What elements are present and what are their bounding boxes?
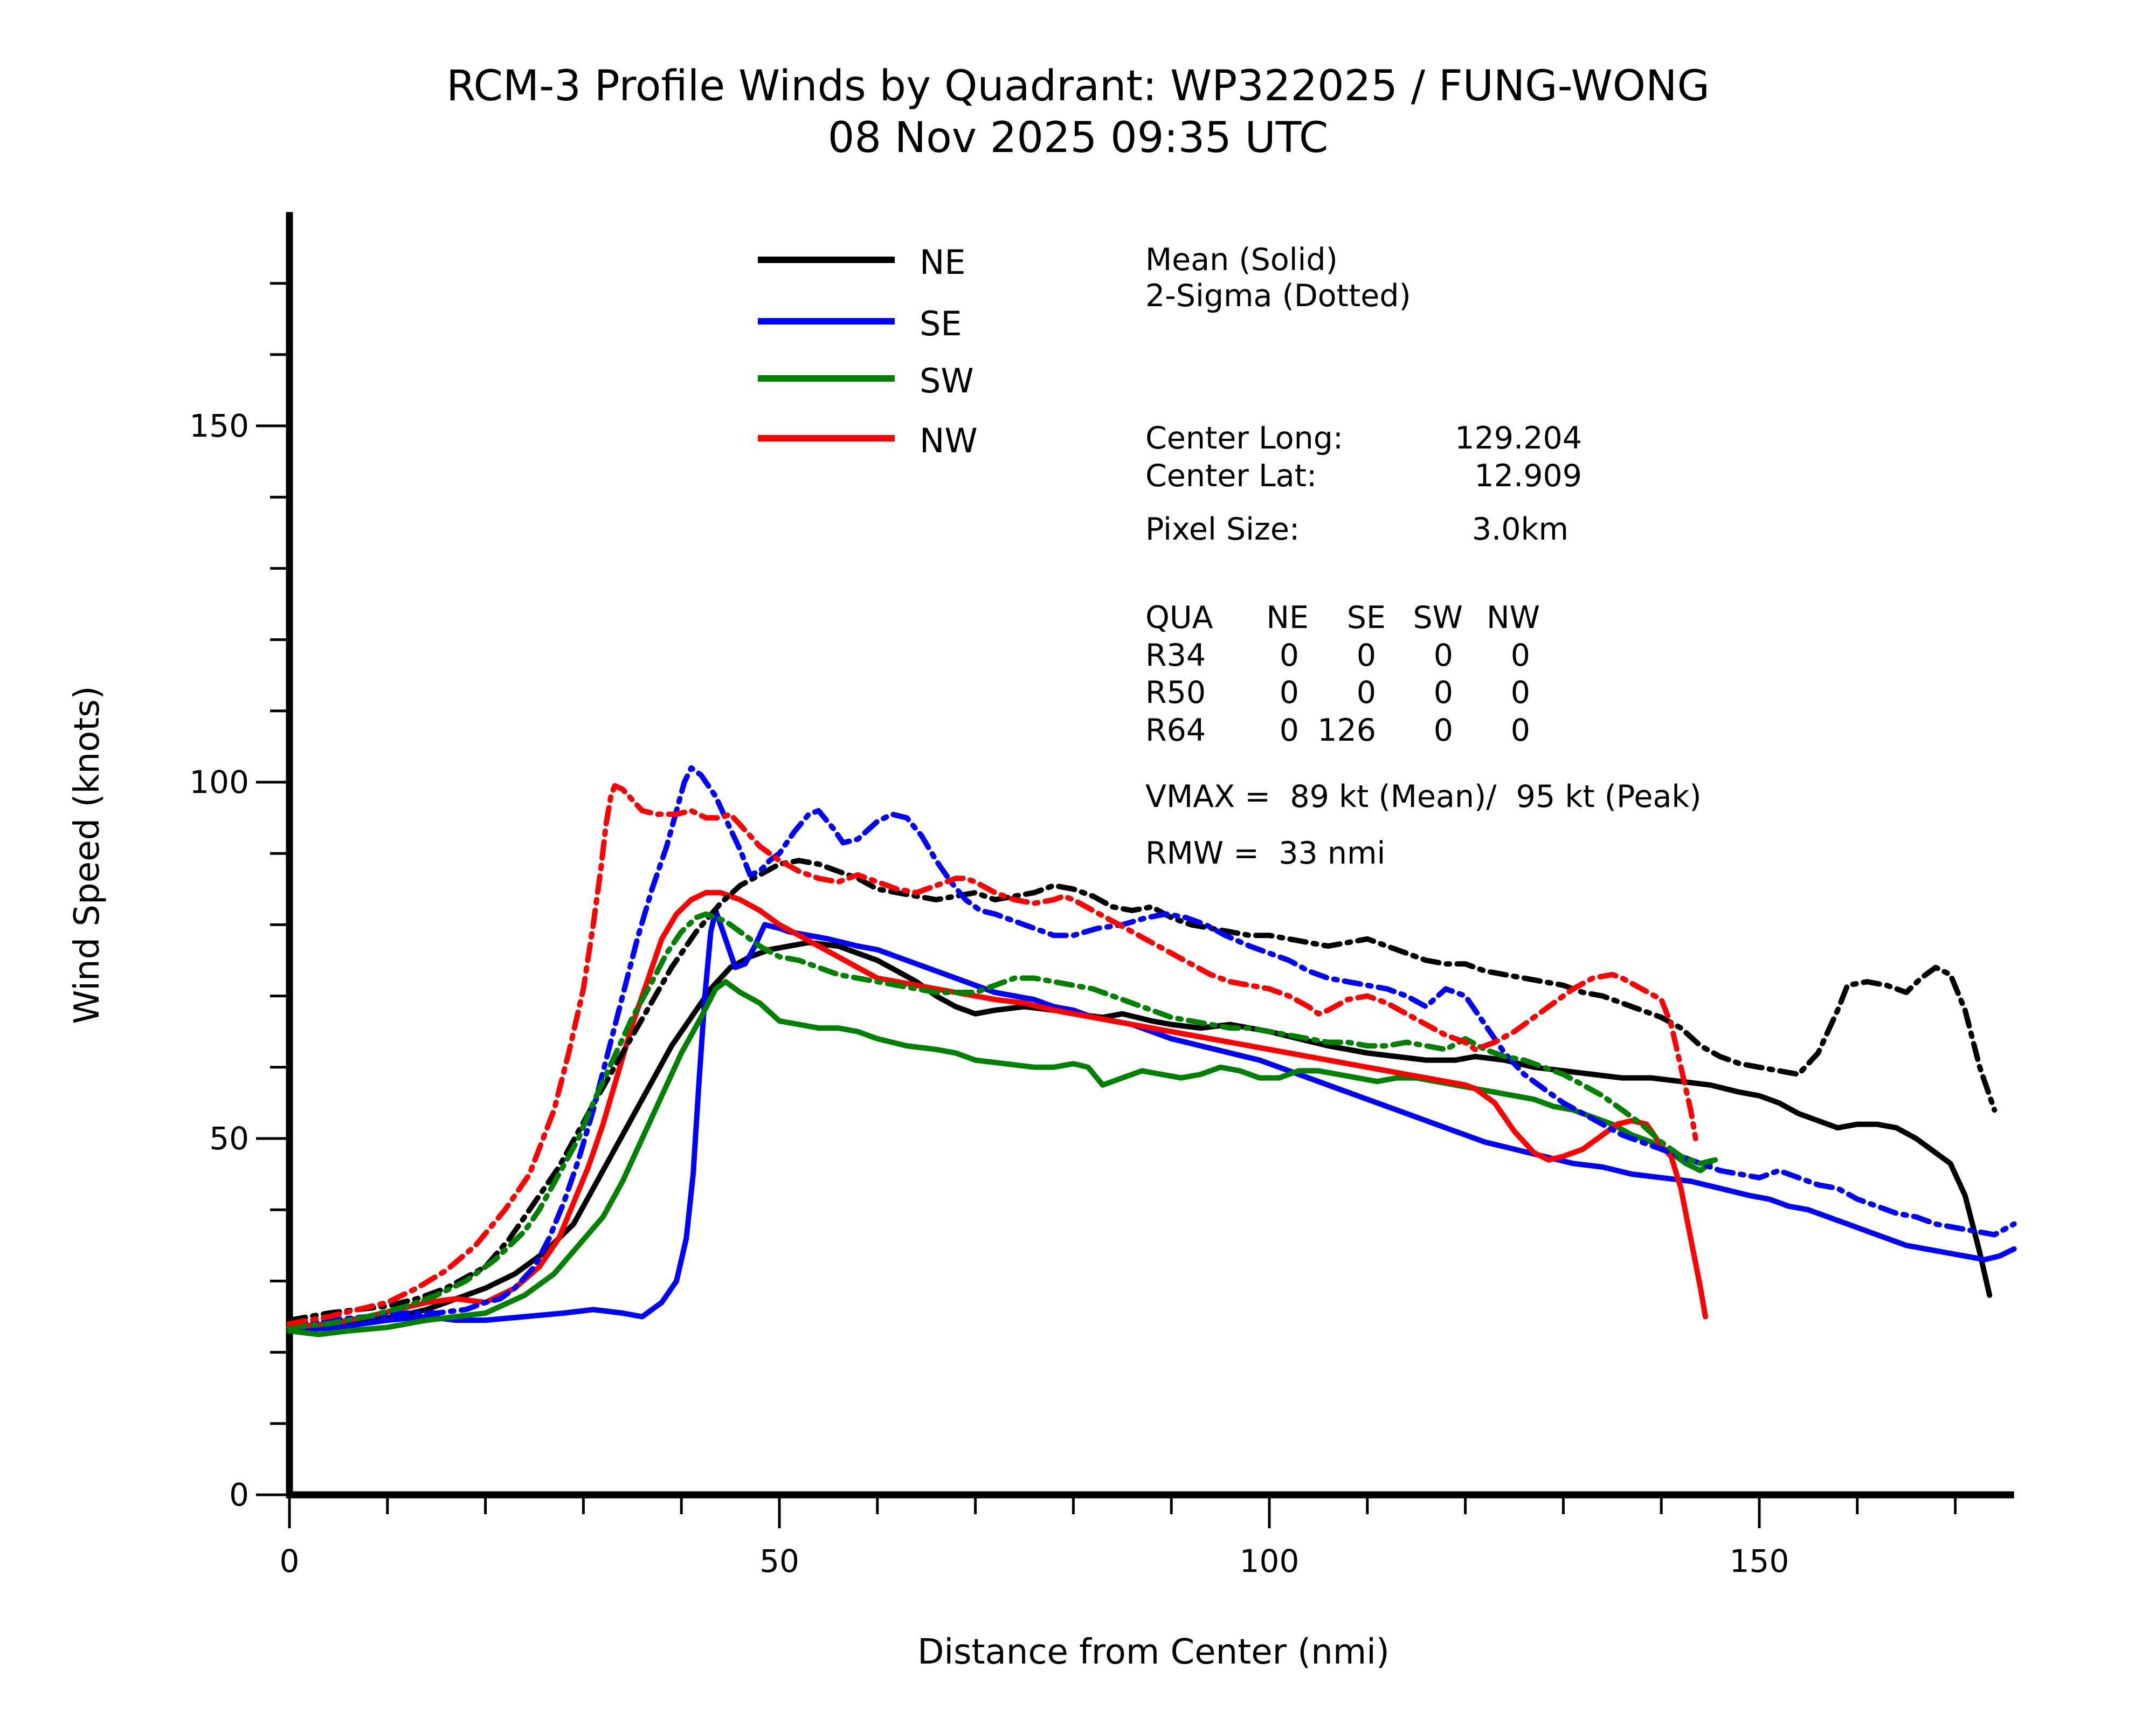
- r64-sw: 0: [1433, 712, 1453, 748]
- r50-se: 0: [1356, 675, 1376, 710]
- series-nw-2sigma-line: [287, 783, 1698, 1327]
- legend-label-ne: NE: [920, 243, 966, 282]
- series-ne-mean-line: [287, 940, 1993, 1330]
- qua-header-se: SE: [1346, 600, 1386, 636]
- center-long-label: Center Long:: [1145, 420, 1344, 456]
- qua-row-r50: R50 0 0 0 0: [1145, 674, 1540, 712]
- qua-header-qua: QUA: [1145, 600, 1213, 636]
- chart-title-line2: 08 Nov 2025 09:35 UTC: [827, 114, 1329, 162]
- vmax-line: VMAX = 89 kt (Mean)/ 95 kt (Peak): [1145, 779, 1702, 815]
- series-se-mean-line: [287, 908, 2017, 1334]
- axes: [256, 212, 2014, 1528]
- center-long-row: Center Long: 129.204: [1145, 419, 1582, 457]
- center-long-value: 129.204: [1455, 420, 1582, 456]
- center-lat-label: Center Lat:: [1145, 458, 1317, 494]
- r34-nw: 0: [1510, 637, 1530, 673]
- center-lat-value: 12.909: [1474, 458, 1582, 494]
- series-sw-mean-line: [287, 979, 1713, 1337]
- r34-ne: 0: [1279, 637, 1299, 673]
- pixel-size-value: 3.0km: [1471, 512, 1568, 547]
- qua-header-ne: NE: [1266, 600, 1309, 636]
- series-sw-2sigma-line: [287, 911, 1718, 1330]
- note-2sigma-dotted: 2-Sigma (Dotted): [1145, 278, 1411, 314]
- qua-row-r34: R34 0 0 0 0: [1145, 637, 1540, 675]
- r64-label: R64: [1145, 712, 1206, 748]
- legend-label-se: SE: [920, 304, 962, 343]
- r64-nw: 0: [1510, 712, 1530, 748]
- x-tick-label-50: 50: [759, 1543, 799, 1579]
- qua-header-sw: SW: [1413, 600, 1463, 636]
- rmw-line: RMW = 33 nmi: [1145, 836, 1386, 871]
- y-axis-label: Wind Speed (knots): [67, 686, 107, 1024]
- quadrant-radii-table: QUA NE SE SW NW R34 0 0 0 0 R50 0 0 0 0 …: [1145, 599, 1540, 749]
- chart-title-line1: RCM-3 Profile Winds by Quadrant: WP32202…: [446, 62, 1710, 111]
- legend-label-sw: SW: [920, 361, 974, 401]
- pixel-size-row: Pixel Size: 3.0km: [1145, 510, 1568, 548]
- chart-title: RCM-3 Profile Winds by Quadrant: WP32202…: [0, 60, 2156, 164]
- qua-header-row: QUA NE SE SW NW: [1145, 599, 1540, 637]
- r64-ne: 0: [1279, 712, 1299, 748]
- series-se-2sigma-line: [287, 765, 2017, 1327]
- r50-label: R50: [1145, 675, 1206, 710]
- y-tick-label-100: 100: [189, 764, 249, 801]
- y-tick-label-150: 150: [189, 408, 249, 444]
- x-tick-label-100: 100: [1239, 1543, 1300, 1579]
- qua-row-r64: R64 0 126 0 0: [1145, 712, 1540, 750]
- x-axis-label: Distance from Center (nmi): [917, 1632, 1390, 1672]
- qua-header-nw: NW: [1487, 600, 1540, 636]
- r64-se: 126: [1317, 712, 1376, 748]
- note-mean-solid: Mean (Solid): [1145, 242, 1338, 278]
- legend-label-nw: NW: [920, 421, 978, 460]
- series-nw-mean-line: [287, 889, 1708, 1330]
- y-tick-label-0: 0: [229, 1476, 249, 1513]
- pixel-size-label: Pixel Size:: [1145, 512, 1300, 547]
- center-lat-row: Center Lat: 12.909: [1145, 457, 1582, 495]
- r50-nw: 0: [1510, 675, 1530, 710]
- r34-sw: 0: [1433, 637, 1453, 673]
- x-tick-label-150: 150: [1729, 1543, 1789, 1579]
- r34-label: R34: [1145, 637, 1206, 673]
- r50-sw: 0: [1433, 675, 1453, 710]
- y-tick-label-50: 50: [209, 1120, 249, 1157]
- r50-ne: 0: [1279, 675, 1299, 710]
- x-tick-label-0: 0: [279, 1543, 300, 1579]
- r34-se: 0: [1356, 637, 1376, 673]
